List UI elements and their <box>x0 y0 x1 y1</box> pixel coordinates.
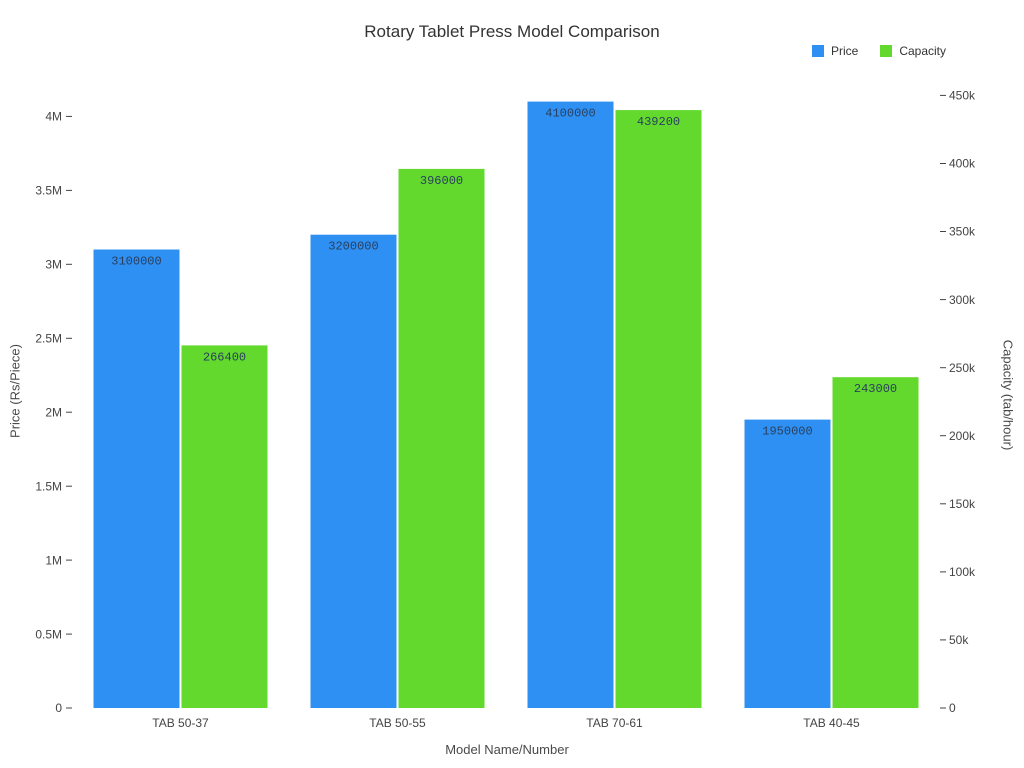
x-axis-tick-label: TAB 40-45 <box>803 716 860 730</box>
left-axis-tick-label: 0.5M <box>35 627 62 641</box>
right-axis-tick-label: 350k <box>949 225 976 239</box>
bar-capacity-tab-50-37[interactable] <box>181 345 268 708</box>
bar-price-tab-50-37[interactable] <box>93 249 180 709</box>
left-axis-tick-label: 2.5M <box>35 332 62 346</box>
left-axis-tick-label: 0 <box>55 701 62 715</box>
left-axis-tick-label: 2M <box>45 405 62 419</box>
legend: Price Capacity <box>811 44 946 58</box>
bar-price-tab-50-55[interactable] <box>310 234 397 708</box>
bar-capacity-tab-70-61[interactable] <box>615 110 702 709</box>
right-axis-tick-label: 0 <box>949 701 956 715</box>
bar-value-label: 243000 <box>854 382 897 396</box>
right-axis-tick-label: 450k <box>949 89 976 103</box>
left-axis-tick-label: 1M <box>45 553 62 567</box>
price-swatch-icon <box>811 45 824 57</box>
left-axis-title: Price (Rs/Piece) <box>7 344 23 438</box>
bar-value-label: 396000 <box>420 174 463 188</box>
bar-value-label: 3100000 <box>111 255 161 269</box>
legend-label-price: Price <box>830 44 859 58</box>
right-axis-tick-label: 200k <box>949 429 976 443</box>
x-axis-tick-label: TAB 50-37 <box>152 716 209 730</box>
bar-value-label: 439200 <box>637 115 680 129</box>
right-axis-tick-label: 100k <box>949 565 976 579</box>
x-axis-title: Model Name/Number <box>445 742 569 757</box>
right-axis-tick-label: 50k <box>949 633 969 647</box>
right-axis-tick-label: 400k <box>949 157 976 171</box>
bar-value-label: 1950000 <box>762 425 812 439</box>
left-axis-tick-label: 1.5M <box>35 479 62 493</box>
bar-price-tab-40-45[interactable] <box>744 419 831 708</box>
x-axis-tick-label: TAB 50-55 <box>369 716 426 730</box>
bar-value-label: 4100000 <box>545 107 595 121</box>
right-axis-tick-label: 250k <box>949 361 976 375</box>
bar-capacity-tab-50-55[interactable] <box>398 168 485 708</box>
left-axis-tick-label: 3.5M <box>35 184 62 198</box>
capacity-swatch-icon <box>880 45 893 57</box>
right-axis-tick-label: 300k <box>949 293 976 307</box>
chart-title: Rotary Tablet Press Model Comparison <box>364 22 660 41</box>
legend-item-price[interactable]: Price <box>811 44 859 58</box>
x-axis-tick-label: TAB 70-61 <box>586 716 643 730</box>
left-axis-tick-label: 3M <box>45 258 62 272</box>
right-axis-title: Capacity (tab/hour) <box>1000 339 1016 451</box>
legend-item-capacity[interactable]: Capacity <box>880 44 946 58</box>
bar-capacity-tab-40-45[interactable] <box>832 377 919 708</box>
right-axis-tick-label: 150k <box>949 497 976 511</box>
bar-price-tab-70-61[interactable] <box>527 101 614 709</box>
legend-label-capacity: Capacity <box>899 44 946 58</box>
bar-value-label: 3200000 <box>328 240 378 254</box>
left-axis-tick-label: 4M <box>45 110 62 124</box>
bar-value-label: 266400 <box>203 350 246 364</box>
